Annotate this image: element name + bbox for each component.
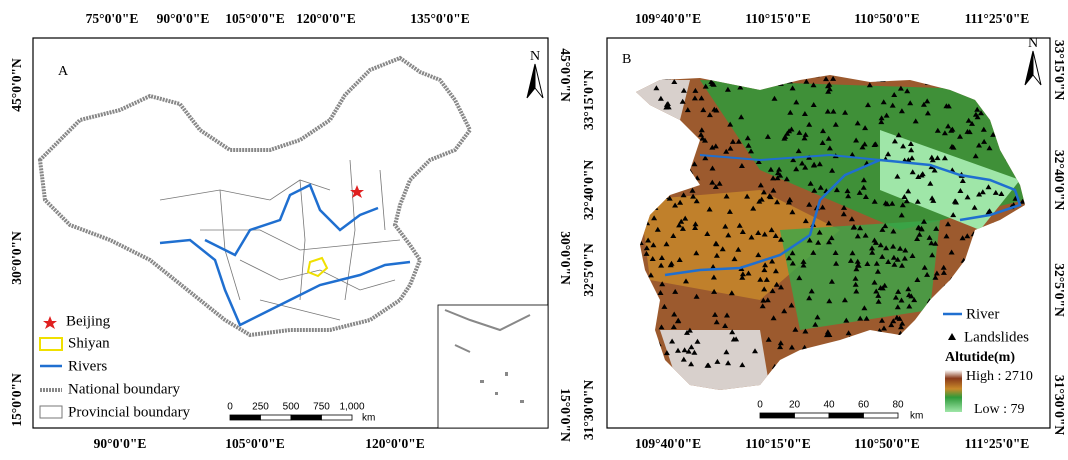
north-label: N	[1028, 36, 1038, 51]
coord-label: 111°25'0"E	[965, 436, 1030, 451]
coord-label: 109°40'0"E	[635, 11, 701, 26]
coord-label: 32°40'0"N	[1052, 150, 1067, 210]
scale-segment	[864, 413, 899, 418]
legend-symbol	[40, 406, 62, 418]
altitude-title: Altutide(m)	[945, 350, 1015, 365]
legend-label: Beijing	[66, 313, 111, 329]
scale-segment	[829, 413, 864, 418]
scale-label: 60	[858, 400, 870, 411]
coord-label: 31°30'0"N	[1052, 375, 1067, 435]
coord-label: 45°0'0"N	[558, 48, 573, 102]
coord-label: 110°15'0"E	[745, 11, 810, 26]
coord-label: 45°0'0"N	[9, 58, 24, 112]
altitude-low: Low : 79	[974, 402, 1025, 417]
scale-label: 0	[757, 400, 763, 411]
scale-segment	[795, 413, 830, 418]
inset-frame	[438, 305, 548, 428]
legend-label: Landslides	[964, 329, 1029, 345]
coord-label: 33°15'0"N	[1052, 40, 1067, 100]
coord-label: 120°0'0"E	[296, 11, 355, 26]
coord-label: 30°0'0"N	[558, 231, 573, 285]
legend-label: River	[966, 306, 999, 322]
coord-label: 15°0'0"N	[9, 373, 24, 427]
coord-label: 90°0'0"E	[157, 11, 210, 26]
coord-label: 111°25'0"E	[965, 11, 1030, 26]
coord-label: 90°0'0"E	[94, 436, 147, 451]
altitude-ramp	[945, 370, 962, 412]
coord-label: 32°5'0"N	[581, 243, 596, 297]
scale-unit: km	[362, 413, 375, 424]
legend-label: National boundary	[68, 381, 181, 397]
coord-label: 75°0'0"E	[86, 11, 139, 26]
coord-label: 120°0'0"E	[365, 436, 424, 451]
coord-label: 110°50'0"E	[854, 436, 919, 451]
coord-label: 135°0'0"E	[410, 11, 469, 26]
scale-segment	[760, 413, 795, 418]
coord-label: 33°15'0"N	[581, 70, 596, 130]
scale-label: 40	[823, 400, 835, 411]
panel-label: B	[622, 52, 631, 67]
coord-label: 105°0'0"E	[225, 11, 284, 26]
scale-label: 80	[892, 400, 904, 411]
scale-label: 500	[283, 402, 300, 413]
coord-label: 109°40'0"E	[635, 436, 701, 451]
coord-label: 31°30'0"N	[581, 380, 596, 440]
coord-label: 110°15'0"E	[745, 436, 810, 451]
legend-label: Shiyan	[68, 335, 110, 351]
scale-segment	[322, 415, 353, 420]
coord-label: 32°5'0"N	[1052, 263, 1067, 317]
scale-label: 250	[252, 402, 269, 413]
scale-segment	[261, 415, 292, 420]
coord-label: 15°0'0"N	[558, 388, 573, 442]
legend-label: Provincial boundary	[68, 404, 191, 420]
scale-label: 20	[789, 400, 801, 411]
scale-label: 0	[227, 402, 233, 413]
coord-label: 32°40'0"N	[581, 160, 596, 220]
scale-segment	[291, 415, 322, 420]
panel-label: A	[58, 64, 69, 79]
coord-label: 105°0'0"E	[225, 436, 284, 451]
scale-unit: km	[910, 411, 923, 422]
scale-label: 750	[313, 402, 330, 413]
coord-label: 30°0'0"N	[9, 231, 24, 285]
north-label: N	[530, 49, 540, 64]
figure: A N Beijing Shiyan Rivers National bound…	[0, 0, 1068, 460]
scale-label: 1,000	[339, 402, 364, 413]
legend-label: Rivers	[68, 358, 107, 374]
scale-segment	[230, 415, 261, 420]
altitude-high: High : 2710	[966, 369, 1033, 384]
coord-label: 110°50'0"E	[854, 11, 919, 26]
